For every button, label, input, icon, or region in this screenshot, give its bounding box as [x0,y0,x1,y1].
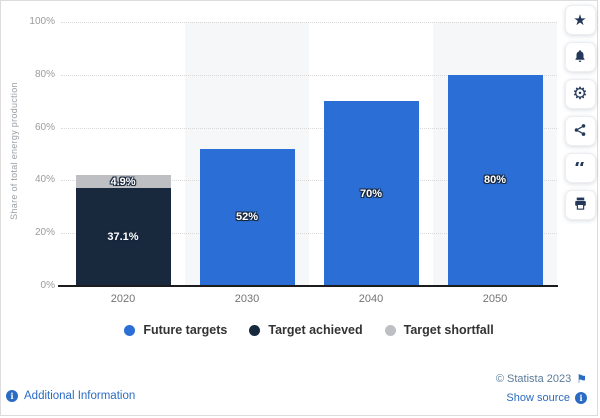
legend-dot-future [124,324,136,336]
x-axis-label-2040: 2040 [358,293,384,305]
cite-button[interactable]: “ [564,153,596,183]
y-axis-title: Share of total energy production [9,82,19,220]
x-axis-line [58,285,558,287]
legend-dot-shortfall [384,324,396,336]
bar-segment-2050-future[interactable]: 80% [447,74,543,286]
x-axis-label-2050: 2050 [482,293,508,305]
star-icon: ★ [573,10,587,29]
bar-value-label: 52% [235,211,259,224]
legend-item-future: Future targets [124,323,227,337]
show-source-label: Show source [506,392,570,404]
legend-item-achieved: Target achieved [249,323,363,337]
printer-icon [573,196,588,214]
settings-button[interactable]: ⚙ [564,79,596,109]
bar-segment-2020-shortfall[interactable]: 4.9% [75,175,171,189]
bar-segment-2020-achieved[interactable]: 37.1% [75,188,171,286]
bar-value-label: 37.1% [107,231,139,244]
gridline-40 [61,180,557,182]
gridline-100 [61,22,557,23]
gear-icon: ⚙ [572,83,588,104]
y-tick-label: 80% [34,68,55,80]
favorite-button[interactable]: ★ [564,5,596,35]
chart: Share of total energy production 100% 80%… [1,1,558,366]
gridline-60 [61,127,557,129]
quote-icon: “ [574,162,586,174]
copyright: © Statista 2023 ⚑ [496,372,587,386]
info-icon: i [575,392,587,404]
bar-segment-2030-future[interactable]: 52% [199,148,295,286]
legend-item-shortfall: Target shortfall [384,323,494,337]
action-toolbar: ★ ⚙ “ [563,5,597,220]
gridline-20 [61,233,557,235]
bell-icon [573,49,587,66]
share-icon [573,123,587,140]
print-button[interactable] [564,190,596,220]
x-axis-label-2020: 2020 [110,293,136,305]
copyright-text: © Statista 2023 [495,373,572,385]
plot-area: 37.1% 4.9% 52% 70% 80% [61,22,557,286]
additional-information-link[interactable]: i Additional Information [6,390,135,402]
y-tick-label: 40% [34,174,55,186]
info-icon: i [6,390,18,402]
y-tick-label: 20% [34,227,55,239]
legend-label: Future targets [143,323,228,337]
flag-icon[interactable]: ⚑ [576,372,587,386]
y-tick-label: 100% [29,16,55,27]
show-source-link[interactable]: Show source i [506,392,587,404]
y-tick-label: 0% [40,280,55,291]
y-tick-label: 60% [34,121,55,133]
legend-label: Target shortfall [403,323,494,337]
gridline-80 [61,74,557,76]
share-button[interactable] [564,116,596,146]
notifications-button[interactable] [564,42,596,72]
bar-value-label: 70% [359,187,383,200]
legend: Future targets Target achieved Target shor… [61,323,557,337]
bar-value-label: 4.9% [110,175,136,188]
bar-value-label: 80% [483,174,507,187]
additional-information-label: Additional Information [24,390,136,402]
legend-dot-achieved [249,324,261,336]
x-axis-label-2030: 2030 [234,293,260,305]
legend-label: Target achieved [268,323,363,337]
bar-segment-2040-future[interactable]: 70% [323,101,419,286]
